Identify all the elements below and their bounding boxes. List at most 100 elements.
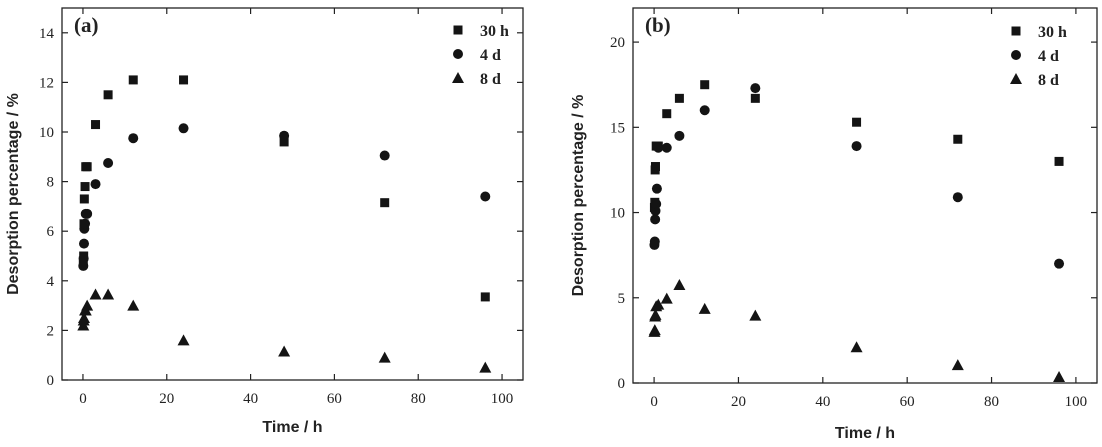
data-point-triangle [378, 351, 391, 363]
data-point-circle [128, 133, 139, 144]
data-point-circle [851, 141, 862, 152]
x-tick-label: 40 [815, 394, 830, 410]
data-point-triangle [673, 278, 686, 290]
legend-label: 30 h [480, 23, 509, 40]
legend-marker-circle [453, 49, 463, 59]
data-point-square [662, 109, 672, 119]
data-point-square [700, 80, 710, 90]
x-tick-label: 100 [1065, 394, 1088, 410]
data-point-square [80, 182, 90, 192]
x-axis-title: Time / h [262, 419, 322, 436]
data-point-square [953, 134, 963, 144]
data-point-square [1054, 156, 1064, 166]
data-point-circle [649, 236, 660, 247]
legend-label: 4 d [480, 47, 501, 64]
legend-label: 4 d [1038, 48, 1059, 65]
data-point-circle [279, 130, 290, 141]
data-point-circle [653, 142, 664, 153]
y-tick-label: 4 [47, 274, 55, 290]
data-point-triangle [479, 361, 492, 373]
data-point-triangle [749, 309, 762, 321]
data-point-triangle [81, 299, 94, 311]
y-tick-label: 2 [47, 323, 55, 339]
y-axis-title: Desorption percentage / % [5, 93, 22, 295]
chart-panel-b: 0 20 40 60 80 100 0 5 10 15 20 Time / h Desorption p… [570, 7, 1098, 442]
x-tick-label: 20 [159, 391, 174, 407]
data-point-square [103, 90, 113, 100]
series-8-d [77, 288, 492, 373]
x-tick-label: 0 [650, 394, 658, 410]
data-point-triangle [698, 302, 711, 314]
data-point-circle [78, 253, 89, 264]
data-point-square [82, 162, 92, 172]
data-point-circle [661, 142, 672, 153]
legend-label: 30 h [1038, 24, 1067, 41]
data-point-square [128, 75, 138, 85]
x-tick-label: 0 [79, 391, 87, 407]
data-point-circle [80, 218, 91, 229]
data-point-triangle [951, 359, 964, 371]
series-8-d [648, 278, 1066, 383]
data-point-circle [79, 238, 90, 249]
data-point-circle [651, 183, 662, 194]
chart-panel-a: 0 20 40 60 80 100 0 2 4 6 8 10 12 14 Time / h Desorptio… [5, 7, 524, 436]
data-point-circle [674, 130, 685, 141]
data-point-circle [103, 158, 114, 168]
y-tick-label: 12 [39, 75, 54, 91]
data-point-circle [1054, 258, 1065, 269]
y-tick-label: 0 [618, 376, 626, 392]
data-point-circle [952, 192, 963, 203]
data-point-triangle [1053, 371, 1066, 383]
plot-frame [61, 7, 524, 381]
y-tick-label: 5 [618, 291, 626, 307]
y-tick-label: 10 [610, 206, 625, 222]
data-point-circle [90, 179, 101, 190]
x-tick-label: 60 [327, 391, 342, 407]
data-point-circle [379, 150, 390, 161]
legend-label: 8 d [1038, 72, 1059, 89]
data-point-square [852, 117, 862, 127]
y-tick-label: 14 [39, 26, 55, 42]
x-tick-label: 80 [984, 394, 999, 410]
x-axis-title: Time / h [835, 425, 895, 442]
y-axis-title: Desorption percentage / % [570, 95, 587, 297]
data-point-triangle [648, 324, 661, 336]
x-tick-label: 20 [731, 394, 746, 410]
data-point-square [79, 194, 89, 204]
y-tick-label: 6 [47, 224, 55, 240]
data-point-square [674, 93, 684, 103]
legend-marker-square [453, 25, 463, 35]
data-point-triangle [89, 288, 102, 300]
data-point-square [650, 162, 660, 172]
y-tick-label: 20 [610, 35, 625, 51]
data-point-triangle [649, 308, 662, 320]
data-point-triangle [78, 312, 91, 323]
y-tick-label: 8 [47, 175, 55, 191]
series-4-d [78, 123, 491, 271]
y-tick-label: 0 [47, 373, 55, 389]
x-tick-label: 40 [243, 391, 258, 407]
legend-marker-triangle [1010, 73, 1022, 84]
y-tick-label: 10 [39, 125, 54, 141]
panel-label: (a) [74, 13, 99, 37]
data-point-square [750, 93, 760, 103]
data-point-circle [480, 191, 491, 202]
legend-marker-circle [1011, 50, 1021, 60]
data-point-triangle [278, 345, 291, 357]
data-point-triangle [127, 299, 140, 311]
data-point-square [91, 120, 101, 130]
series-4-d [649, 83, 1065, 269]
data-point-square [179, 75, 189, 85]
x-tick-label: 80 [411, 391, 426, 407]
data-point-circle [750, 83, 761, 94]
legend-marker-square [1011, 26, 1021, 36]
data-point-square [480, 292, 490, 302]
data-point-triangle [102, 288, 115, 300]
data-point-circle [82, 208, 93, 219]
legend-label: 8 d [480, 71, 501, 88]
x-tick-label: 100 [491, 391, 514, 407]
data-point-circle [178, 123, 189, 134]
y-tick-label: 15 [610, 120, 625, 136]
data-point-triangle [652, 298, 665, 310]
